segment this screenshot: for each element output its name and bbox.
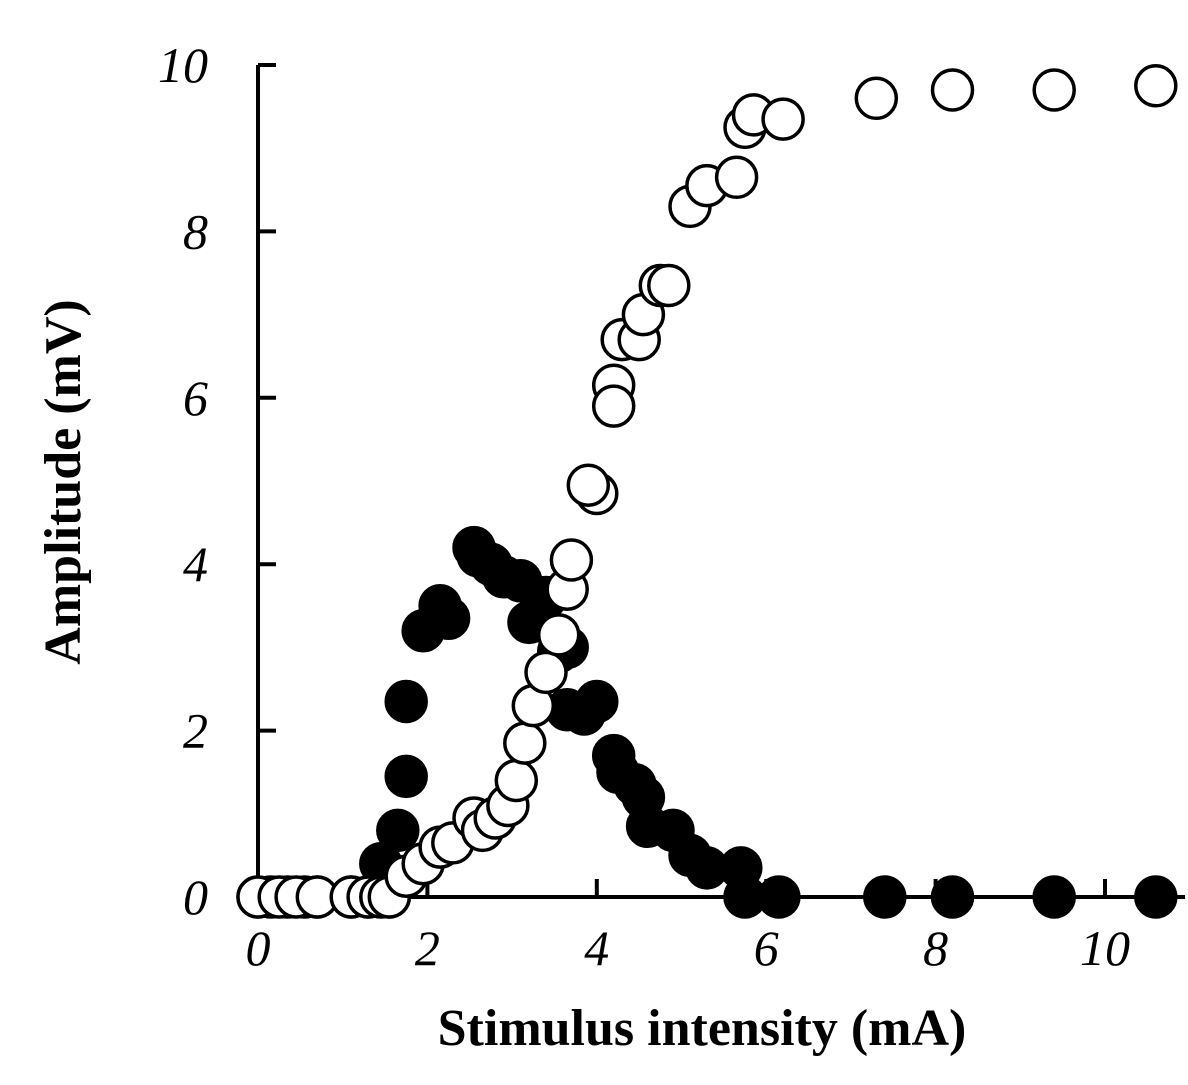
filled-point: [426, 596, 471, 641]
y-tick-label-2: 2: [183, 703, 208, 759]
x-tick-label-10: 10: [1080, 920, 1130, 976]
x-tick-label-0: 0: [246, 920, 271, 976]
x-axis-title: Stimulus intensity (mA): [438, 1000, 967, 1057]
open-point: [503, 721, 547, 765]
filled-point: [863, 875, 907, 919]
open-point: [930, 68, 975, 112]
open-point: [714, 155, 759, 200]
filled-point: [376, 808, 420, 853]
open-point: [591, 384, 636, 428]
x-tick-label-4: 4: [584, 920, 609, 976]
open-point: [494, 758, 539, 803]
open-point: [647, 263, 691, 308]
open-point: [566, 463, 611, 507]
ticks: 0 2 4 6 8 10 0 2 4 6 8 10: [158, 37, 1130, 976]
open-point: [1032, 68, 1076, 112]
x-tick-label-8: 8: [923, 920, 948, 976]
filled-point: [575, 679, 619, 724]
open-point: [854, 76, 899, 121]
open-point: [1134, 64, 1178, 108]
y-tick-label-6: 6: [183, 370, 208, 426]
y-tick-label-10: 10: [158, 37, 208, 93]
open-point: [524, 650, 568, 695]
open-point: [536, 613, 581, 657]
y-tick-label-8: 8: [183, 203, 208, 259]
filled-point: [384, 754, 428, 799]
open-circle-series: [236, 64, 1178, 919]
x-tick-label-6: 6: [754, 920, 779, 976]
x-tick-label-2: 2: [415, 920, 440, 976]
y-axis-title: Amplitude (mV): [35, 299, 92, 664]
filled-point: [757, 875, 801, 919]
data-points: [236, 64, 1178, 919]
y-tick-label-4: 4: [183, 536, 208, 592]
filled-point: [384, 679, 428, 724]
filled-point: [930, 875, 975, 919]
filled-point: [1134, 875, 1178, 919]
open-point: [761, 97, 805, 141]
filled-point: [1032, 875, 1076, 919]
y-tick-label-0: 0: [183, 869, 208, 925]
open-point: [549, 538, 594, 582]
filled-circle-series: [236, 525, 1178, 919]
